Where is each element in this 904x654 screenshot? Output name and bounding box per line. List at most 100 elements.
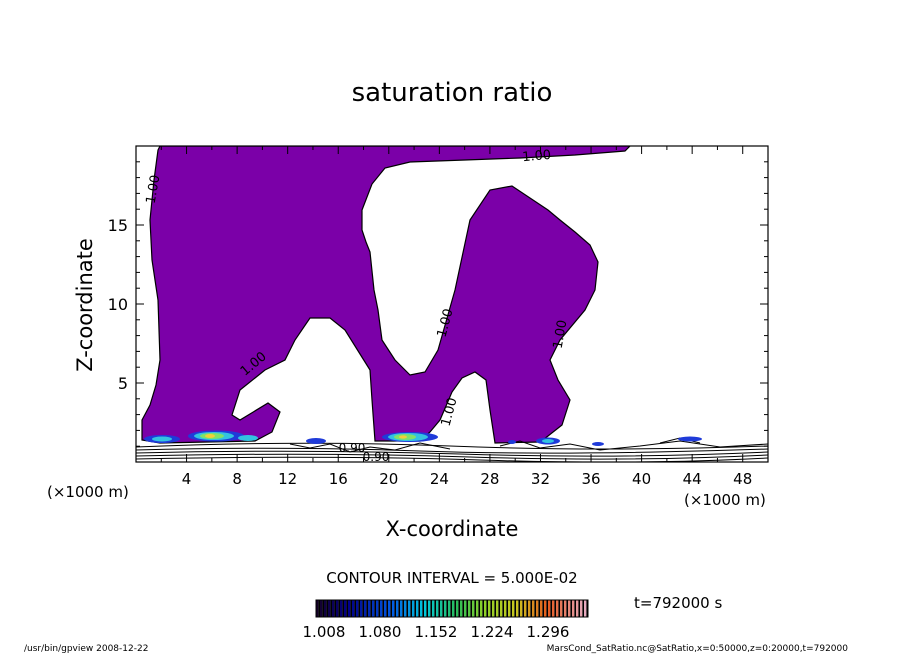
colorbar-swatch xyxy=(516,600,519,617)
colorbar-tick-label: 1.152 xyxy=(415,623,458,641)
colorbar-swatch xyxy=(436,600,439,617)
colorbar-separator xyxy=(382,600,384,617)
colorbar-separator xyxy=(402,600,404,617)
colorbar-separator xyxy=(354,600,356,617)
colorbar-separator xyxy=(470,600,472,617)
colorbar-swatch xyxy=(324,600,327,617)
contour-label: 1.00 xyxy=(522,148,552,165)
colorbar-swatch xyxy=(404,600,407,617)
colorbar-swatch xyxy=(412,600,415,617)
colorbar-separator xyxy=(462,600,464,617)
saturated-region xyxy=(141,146,631,444)
colorbar-swatch xyxy=(444,600,447,617)
colorbar-swatch xyxy=(388,600,391,617)
colorbar-separator xyxy=(570,600,572,617)
colorbar-separator xyxy=(434,600,436,617)
colorbar-swatch xyxy=(340,600,343,617)
colorbar-swatch xyxy=(504,600,507,617)
colorbar-swatch xyxy=(544,600,547,617)
colorbar-swatch xyxy=(460,600,463,617)
colorbar-swatch xyxy=(352,600,355,617)
y-axis-title: Z-coordinate xyxy=(73,238,97,372)
colorbar-swatch xyxy=(464,600,467,617)
colorbar-tick-label: 1.296 xyxy=(527,623,570,641)
contour-label: 1.00 xyxy=(551,319,571,350)
colorbar-swatch xyxy=(392,600,395,617)
colorbar-separator xyxy=(582,600,584,617)
x-tick-label: 28 xyxy=(480,470,499,488)
contour-label: 1.00 xyxy=(435,307,457,339)
y-unit-label: (×1000 m) xyxy=(47,483,129,501)
colorbar-tick-label: 1.008 xyxy=(303,623,346,641)
colorbar-swatch xyxy=(348,600,351,617)
colorbar-separator xyxy=(478,600,480,617)
colorbar-separator xyxy=(518,600,520,617)
colorbar-separator xyxy=(430,600,432,617)
colorbar-separator xyxy=(566,600,568,617)
colorbar-swatch xyxy=(384,600,387,617)
surface-contours xyxy=(136,437,768,462)
colorbar-separator xyxy=(358,600,360,617)
colorbar-separator xyxy=(454,600,456,617)
x-tick-label: 4 xyxy=(182,470,192,488)
colorbar-separator xyxy=(554,600,556,617)
colorbar-swatch xyxy=(428,600,431,617)
colorbar-swatch xyxy=(484,600,487,617)
colorbar-tick-label: 1.080 xyxy=(359,623,402,641)
contour-label: 0.90 xyxy=(339,441,366,455)
contour-label: 1.00 xyxy=(144,174,164,205)
colorbar-swatch xyxy=(320,600,323,617)
colorbar-swatch xyxy=(500,600,503,617)
colorbar-separator xyxy=(578,600,580,617)
colorbar-swatch xyxy=(572,600,575,617)
colorbar-swatch xyxy=(408,600,411,617)
x-tick-label: 44 xyxy=(683,470,702,488)
colorbar-separator xyxy=(510,600,512,617)
colorbar-swatch xyxy=(456,600,459,617)
colorbar-separator xyxy=(490,600,492,617)
x-axis-title: X-coordinate xyxy=(386,517,519,541)
colorbar-separator xyxy=(374,600,376,617)
colorbar-separator xyxy=(398,600,400,617)
colorbar-separator xyxy=(318,600,320,617)
colorbar-separator xyxy=(442,600,444,617)
x-unit-label: (×1000 m) xyxy=(684,491,766,509)
colorbar-swatch xyxy=(328,600,331,617)
colorbar-separator xyxy=(426,600,428,617)
colorbar-separator xyxy=(494,600,496,617)
colorbar-swatch xyxy=(376,600,379,617)
colorbar-swatch xyxy=(556,600,559,617)
colorbar-swatch xyxy=(476,600,479,617)
colorbar-swatch xyxy=(560,600,563,617)
colorbar-swatch xyxy=(548,600,551,617)
x-tick-label: 32 xyxy=(531,470,550,488)
colorbar-swatch xyxy=(472,600,475,617)
chart-title: saturation ratio xyxy=(352,78,553,108)
colorbar-separator xyxy=(482,600,484,617)
contour-interval: CONTOUR INTERVAL = 5.000E-02 xyxy=(326,569,577,587)
colorbar-swatch xyxy=(432,600,435,617)
colorbar-swatch xyxy=(316,600,319,617)
x-tick-label: 40 xyxy=(632,470,651,488)
colorbar-separator xyxy=(514,600,516,617)
colorbar-swatch xyxy=(468,600,471,617)
colorbar-separator xyxy=(498,600,500,617)
x-tick-label: 12 xyxy=(278,470,297,488)
colorbar-separator xyxy=(370,600,372,617)
colorbar xyxy=(316,600,588,617)
colorbar-separator xyxy=(534,600,536,617)
colorbar-swatch xyxy=(580,600,583,617)
colorbar-separator xyxy=(390,600,392,617)
colorbar-separator xyxy=(366,600,368,617)
x-axis: 4 8 12 16 20 24 28 32 36 40 44 48 xyxy=(160,146,752,488)
colorbar-swatch xyxy=(540,600,543,617)
colorbar-swatch xyxy=(576,600,579,617)
x-tick-label: 24 xyxy=(430,470,449,488)
colorbar-separator xyxy=(406,600,408,617)
colorbar-separator xyxy=(558,600,560,617)
colorbar-separator xyxy=(446,600,448,617)
colorbar-separator xyxy=(346,600,348,617)
colorbar-separator xyxy=(522,600,524,617)
supersaturation-spots xyxy=(144,430,702,446)
colorbar-separator xyxy=(546,600,548,617)
